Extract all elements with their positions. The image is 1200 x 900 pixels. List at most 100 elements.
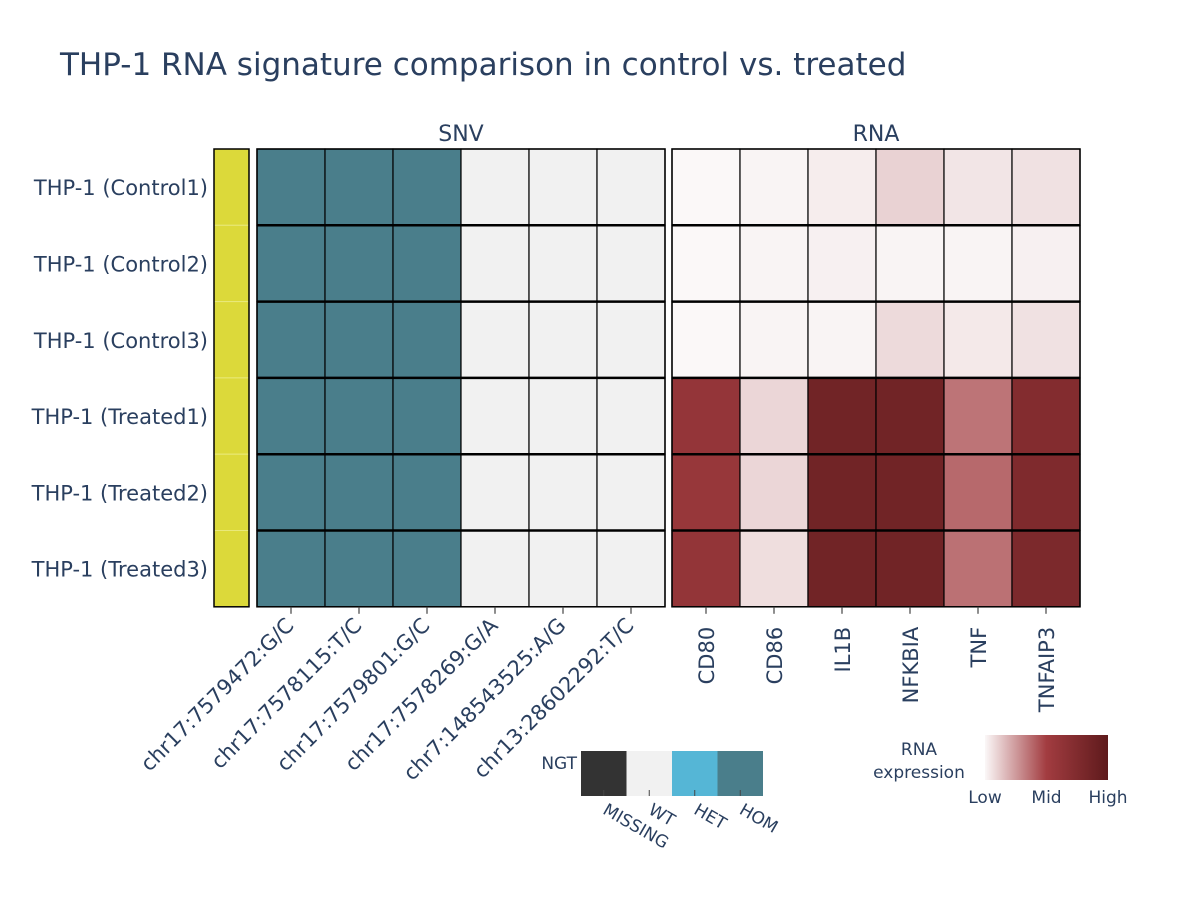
- snv-heatmap: [256, 148, 666, 608]
- rna-cell: [807, 301, 877, 379]
- rna-column-label: CD80: [695, 627, 719, 685]
- snv-cell: [324, 301, 394, 379]
- snv-cell: [392, 377, 462, 455]
- ngt-legend-label: HOM: [736, 800, 781, 838]
- rna-legend-title: expression: [873, 763, 965, 783]
- rna-cell: [739, 148, 809, 226]
- rna-panel-title: RNA: [853, 122, 900, 147]
- rna-cell: [875, 453, 945, 532]
- rna-cell: [671, 301, 741, 379]
- group-cell: [213, 377, 250, 455]
- rna-cell: [875, 224, 945, 303]
- group-cell: [213, 453, 250, 532]
- rna-cell: [671, 224, 741, 303]
- row-label: THP-1 (Treated2): [31, 481, 208, 505]
- snv-border: [256, 148, 666, 608]
- rna-cell: [875, 529, 945, 608]
- snv-cell: [596, 301, 666, 379]
- rna-cell: [1011, 377, 1081, 455]
- ngt-legend-swatch: [626, 751, 672, 796]
- group-cell: [213, 224, 250, 303]
- snv-cell: [324, 148, 394, 226]
- snv-cell: [596, 529, 666, 608]
- rna-cell: [739, 224, 809, 303]
- rna-cell: [943, 529, 1013, 608]
- rna-cell: [875, 377, 945, 455]
- snv-cell: [256, 377, 326, 455]
- row-label: THP-1 (Control3): [33, 329, 208, 353]
- snv-cell: [256, 453, 326, 532]
- snv-cell: [324, 224, 394, 303]
- snv-cell: [256, 224, 326, 303]
- snv-cell: [460, 529, 530, 608]
- rna-cell: [739, 301, 809, 379]
- snv-cell: [528, 301, 598, 379]
- group-cell: [213, 530, 250, 608]
- chart-title: THP-1 RNA signature comparison in contro…: [59, 47, 906, 83]
- snv-cell: [324, 453, 394, 532]
- group-bar-border: [213, 148, 250, 608]
- snv-cell: [596, 453, 666, 532]
- snv-cell: [392, 224, 462, 303]
- rna-column-labels: CD80 CD86 IL1B NFKBIA TNF TNFAIP3: [695, 606, 1059, 713]
- snv-cell: [460, 453, 530, 532]
- rna-legend-tick-label: High: [1088, 788, 1127, 808]
- rna-cell: [943, 148, 1013, 226]
- snv-cell: [460, 224, 530, 303]
- rna-cell: [739, 529, 809, 608]
- rna-cell: [943, 453, 1013, 532]
- row-label: THP-1 (Control1): [33, 176, 208, 200]
- rna-column-label: NFKBIA: [899, 626, 923, 703]
- rna-cell: [1011, 529, 1081, 608]
- row-label: THP-1 (Treated1): [31, 405, 208, 429]
- rna-legend-tick-label: Low: [968, 788, 1002, 808]
- row-labels: THP-1 (Control1) THP-1 (Control2) THP-1 (C…: [31, 176, 208, 582]
- rna-cell: [807, 377, 877, 455]
- snv-cell: [596, 377, 666, 455]
- snv-cell: [596, 148, 666, 226]
- rna-cell: [739, 377, 809, 455]
- rna-cell: [807, 453, 877, 532]
- rna-cell: [943, 301, 1013, 379]
- rna-cell: [671, 148, 741, 226]
- snv-cell: [528, 377, 598, 455]
- ngt-legend-swatch: [717, 751, 763, 796]
- rna-cell: [1011, 301, 1081, 379]
- rna-cell: [1011, 453, 1081, 532]
- rna-column-label: IL1B: [831, 627, 855, 673]
- ngt-legend-swatch: [581, 751, 627, 796]
- snv-cell: [256, 301, 326, 379]
- ngt-legend-label: HET: [690, 800, 730, 835]
- rna-cell: [671, 453, 741, 532]
- rna-legend-title: RNA: [901, 740, 938, 760]
- snv-cell: [528, 224, 598, 303]
- snv-cell: [392, 453, 462, 532]
- group-color-bar: [213, 148, 250, 608]
- ngt-legend-swatch: [672, 751, 718, 796]
- snv-cell: [528, 529, 598, 608]
- rna-cell: [875, 148, 945, 226]
- rna-cell: [1011, 224, 1081, 303]
- rna-cell: [807, 529, 877, 608]
- rna-column-label: TNF: [967, 627, 991, 669]
- snv-cell: [392, 529, 462, 608]
- snv-cell: [392, 301, 462, 379]
- group-cell: [213, 148, 250, 226]
- rna-cell: [739, 453, 809, 532]
- snv-cell: [460, 377, 530, 455]
- snv-cell: [324, 529, 394, 608]
- snv-cell: [596, 224, 666, 303]
- row-label: THP-1 (Control2): [33, 252, 208, 276]
- snv-cell: [528, 453, 598, 532]
- snv-cell: [256, 529, 326, 608]
- snv-cell: [392, 148, 462, 226]
- rna-colorbar: [985, 735, 1108, 780]
- rna-cell: [875, 301, 945, 379]
- row-label: THP-1 (Treated3): [31, 558, 208, 582]
- snv-cell: [460, 148, 530, 226]
- rna-cell: [807, 224, 877, 303]
- snv-cell: [256, 148, 326, 226]
